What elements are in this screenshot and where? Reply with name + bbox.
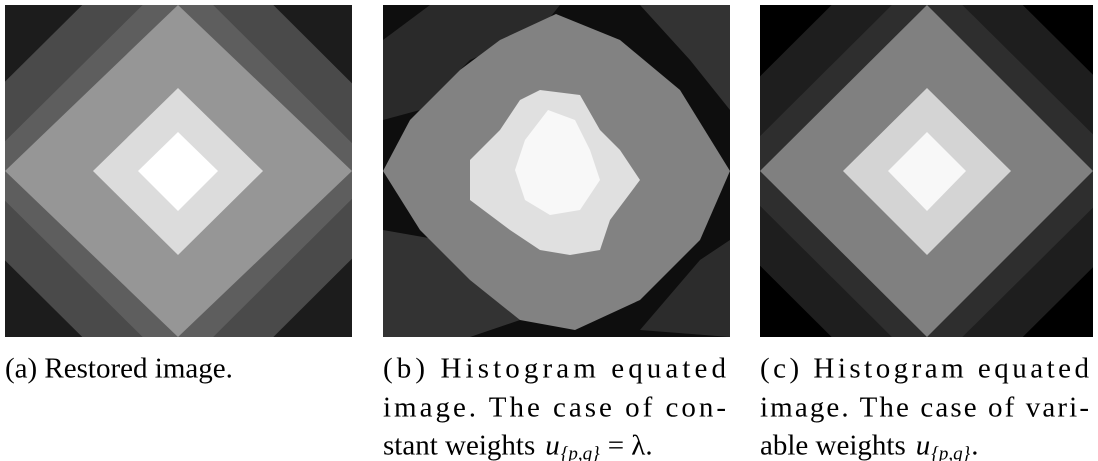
caption-line: (a) Restored image. [5, 353, 233, 385]
histogram-equated-constant [383, 5, 730, 337]
caption-line: (c) Histogram equated [760, 353, 1090, 385]
figure: (a) Restored image. (b) Histogram equated… [0, 0, 1098, 461]
caption-line: able weights [760, 430, 906, 461]
caption-line: (b) Histogram equated [383, 353, 727, 385]
math-rest: = λ. [608, 430, 653, 461]
caption-line: image. The case of con- [383, 392, 726, 424]
caption-line: stant weights [383, 430, 535, 461]
math-variable: u [916, 430, 931, 461]
math-subscript: {p,q} [561, 443, 600, 461]
math-variable: u [545, 430, 560, 461]
caption-line: image. The case of vari- [760, 392, 1089, 424]
math-subscript: {p,q} [931, 443, 970, 461]
math-rest: . [971, 430, 978, 461]
